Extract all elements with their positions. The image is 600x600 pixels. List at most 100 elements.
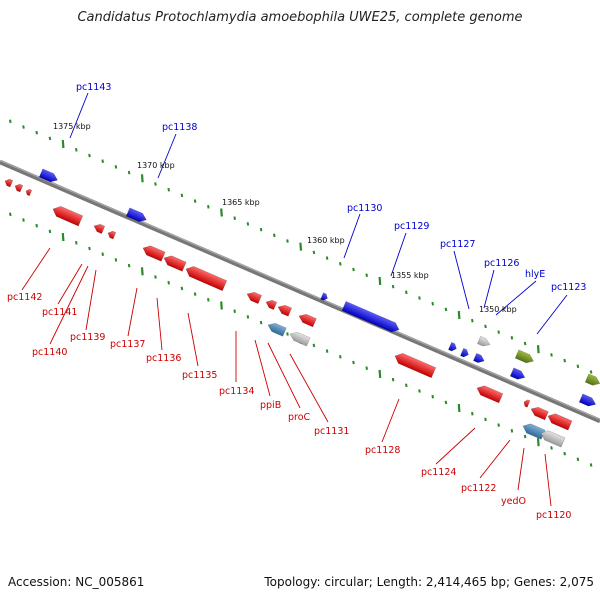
reverse-gene-label: pc1134 bbox=[219, 386, 254, 397]
reverse-gene bbox=[163, 255, 187, 272]
leader-line bbox=[69, 92, 89, 139]
forward-gene-label: pc1138 bbox=[162, 122, 197, 133]
forward-gene bbox=[320, 292, 328, 301]
accession-text: Accession: NC_005861 bbox=[8, 575, 145, 589]
leader-line bbox=[536, 294, 568, 335]
minor-tick bbox=[365, 366, 368, 370]
reverse-gene-label: pc1136 bbox=[146, 353, 181, 364]
minor-tick bbox=[497, 330, 500, 334]
forward-gene bbox=[509, 367, 526, 380]
major-tick bbox=[457, 403, 461, 413]
reverse-gene-label: pc1141 bbox=[42, 307, 77, 318]
minor-tick bbox=[431, 394, 434, 399]
leader-line bbox=[435, 427, 476, 465]
minor-tick bbox=[127, 263, 131, 268]
tick-tracks bbox=[9, 119, 593, 467]
minor-tick bbox=[35, 223, 38, 228]
minor-tick bbox=[48, 229, 52, 234]
leader-line bbox=[187, 312, 199, 367]
minor-tick bbox=[207, 298, 210, 302]
minor-tick bbox=[589, 370, 593, 374]
major-tick bbox=[61, 140, 65, 149]
minor-tick bbox=[484, 417, 487, 422]
minor-tick bbox=[576, 457, 580, 462]
minor-tick bbox=[497, 423, 500, 427]
minor-tick bbox=[193, 292, 197, 296]
leader-line bbox=[479, 439, 511, 479]
gene-features bbox=[4, 168, 600, 448]
minor-tick bbox=[589, 463, 593, 467]
minor-tick bbox=[167, 187, 170, 192]
minor-tick bbox=[444, 307, 448, 312]
reverse-gene-label: pc1122 bbox=[461, 483, 496, 494]
minor-tick bbox=[405, 290, 408, 295]
genome-summary-text: Topology: circular; Length: 2,414,465 bp… bbox=[264, 575, 594, 589]
minor-tick bbox=[207, 205, 210, 209]
minor-tick bbox=[114, 258, 118, 262]
reverse-gene bbox=[107, 230, 117, 240]
minor-tick bbox=[312, 250, 316, 255]
minor-tick bbox=[286, 239, 289, 243]
reverse-gene bbox=[547, 413, 573, 431]
minor-tick bbox=[75, 241, 78, 245]
minor-tick bbox=[563, 451, 566, 456]
forward-gene-label: pc1127 bbox=[440, 239, 475, 250]
minor-tick bbox=[9, 212, 12, 217]
reverse-gene bbox=[298, 313, 317, 328]
minor-tick bbox=[352, 267, 355, 272]
minor-tick bbox=[523, 341, 527, 346]
minor-tick bbox=[22, 125, 25, 129]
map-title: Candidatus Protochlamydia amoebophila UW… bbox=[77, 10, 523, 25]
minor-tick bbox=[246, 222, 250, 226]
minor-tick bbox=[35, 130, 38, 135]
leader-line bbox=[517, 447, 525, 491]
reverse-gene-label: pc1142 bbox=[7, 292, 42, 303]
forward-gene bbox=[514, 349, 534, 364]
reverse-gene-label: pc1128 bbox=[365, 445, 400, 456]
minor-tick bbox=[180, 193, 184, 198]
minor-tick bbox=[510, 429, 514, 433]
reverse-gene-label: pc1135 bbox=[182, 370, 217, 381]
leader-line bbox=[544, 453, 552, 507]
major-tick bbox=[299, 242, 303, 251]
reverse-gene-label: ppiB bbox=[260, 400, 281, 411]
minor-tick bbox=[246, 315, 250, 319]
minor-tick bbox=[391, 284, 395, 289]
leader-line bbox=[390, 232, 407, 277]
major-tick bbox=[378, 276, 382, 285]
leader-line bbox=[453, 250, 470, 310]
reverse-gene bbox=[14, 183, 24, 193]
reverse-gene bbox=[4, 178, 14, 188]
reverse-gene bbox=[246, 291, 263, 305]
minor-tick bbox=[365, 273, 368, 277]
forward-gene-label: pc1123 bbox=[551, 282, 586, 293]
reverse-gene bbox=[530, 406, 549, 421]
label-leaders bbox=[21, 92, 568, 507]
reverse-gene bbox=[93, 223, 106, 235]
reverse-gene bbox=[476, 385, 504, 404]
minor-tick bbox=[550, 446, 553, 450]
minor-tick bbox=[471, 318, 474, 323]
leader-line bbox=[85, 269, 97, 331]
leader-line bbox=[49, 265, 89, 345]
reverse-gene-label: pc1131 bbox=[314, 426, 349, 437]
leader-line bbox=[57, 263, 83, 305]
forward-gene-label: pc1130 bbox=[347, 203, 382, 214]
forward-gene-label: pc1126 bbox=[484, 258, 519, 269]
leader-line bbox=[289, 353, 329, 423]
minor-tick bbox=[576, 364, 580, 369]
reverse-gene bbox=[523, 399, 531, 408]
forward-gene bbox=[125, 207, 147, 222]
reverse-gene-label: pc1120 bbox=[536, 510, 571, 521]
major-tick bbox=[61, 233, 65, 242]
forward-gene bbox=[477, 335, 491, 347]
forward-gene-label: pc1143 bbox=[76, 82, 111, 93]
scale-label: 1360 kbp bbox=[307, 236, 345, 245]
major-tick bbox=[536, 438, 540, 447]
leader-line bbox=[156, 297, 163, 351]
major-tick bbox=[140, 267, 144, 276]
minor-tick bbox=[325, 349, 329, 353]
minor-tick bbox=[180, 286, 184, 291]
reverse-gene bbox=[540, 430, 566, 448]
